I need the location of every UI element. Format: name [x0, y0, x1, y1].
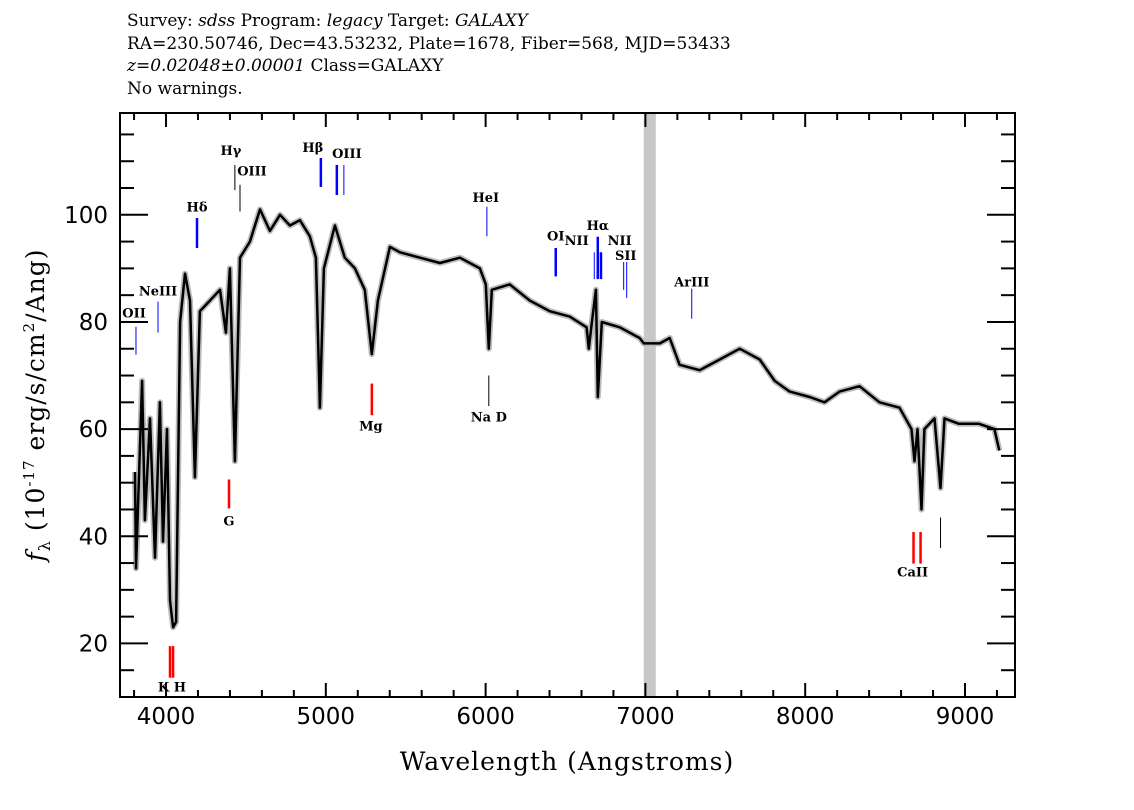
survey-value: sdss	[198, 11, 236, 31]
target-key: Target:	[382, 11, 456, 31]
line-label: Mg	[359, 420, 382, 435]
line-label: Hβ	[302, 141, 323, 156]
line-label: Na D	[471, 411, 507, 426]
line-label: Hγ	[220, 144, 241, 159]
y-tick-label: 40	[79, 524, 108, 550]
x-tick-label: 8000	[776, 704, 835, 730]
spectrum-header: Survey: sdss Program: legacy Target: GAL…	[127, 10, 731, 100]
line-label: G	[223, 515, 234, 530]
line-label: Hα	[587, 219, 609, 234]
y-axis-f: f	[21, 549, 50, 564]
error-band	[132, 206, 1003, 631]
line-label: K H	[158, 681, 186, 696]
class-value: Class=GALAXY	[305, 56, 444, 76]
x-tick-label: 9000	[936, 704, 995, 730]
warnings-line: No warnings.	[127, 78, 243, 99]
y-axis-sub: λ	[35, 540, 54, 551]
program-key: Program:	[235, 11, 327, 31]
y-axis-post: /Ang)	[21, 248, 50, 321]
line-label: OI	[547, 230, 564, 245]
line-label: Hδ	[187, 201, 208, 216]
y-tick-label: 60	[79, 417, 108, 443]
redshift-line: z=0.02048±0.00001 Class=GALAXY	[127, 55, 731, 78]
line-label: SII	[615, 249, 637, 264]
line-label: HeI	[472, 191, 499, 206]
y-axis-exp2: 2	[20, 322, 38, 333]
x-tick-label: 7000	[616, 704, 675, 730]
y-axis-mid: erg/s/cm	[21, 332, 50, 459]
x-tick-label: 4000	[137, 704, 196, 730]
x-tick-label: 6000	[456, 704, 515, 730]
coordinates-line: RA=230.50746, Dec=43.53232, Plate=1678, …	[127, 33, 731, 54]
masked-band	[643, 113, 656, 697]
y-tick-label: 100	[64, 203, 108, 229]
survey-key: Survey:	[127, 11, 199, 31]
program-value: legacy	[326, 11, 383, 31]
line-label: OIII	[237, 165, 267, 180]
line-label: OIII	[332, 147, 362, 162]
line-label: OII	[122, 307, 146, 322]
y-axis-pre: (10	[21, 487, 50, 541]
line-label: NII	[608, 234, 632, 249]
y-tick-label: 20	[79, 631, 108, 657]
y-axis-title: fλ (10-17 erg/s/cm2/Ang)	[20, 248, 54, 563]
y-tick-label: 80	[79, 310, 108, 336]
x-axis-title: Wavelength (Angstroms)	[400, 747, 734, 776]
line-label: ArIII	[673, 276, 709, 291]
line-label: NeIII	[139, 285, 177, 300]
survey-line: Survey: sdss Program: legacy Target: GAL…	[127, 10, 731, 33]
line-label: CaII	[897, 565, 928, 580]
line-label: NII	[565, 234, 589, 249]
target-value: GALAXY	[455, 11, 528, 31]
plot-frame	[119, 112, 1016, 698]
y-axis-exp: -17	[20, 459, 38, 486]
redshift-value: z=0.02048±0.00001	[127, 56, 306, 76]
x-tick-label: 5000	[297, 704, 356, 730]
spectrum-line	[133, 208, 1001, 629]
